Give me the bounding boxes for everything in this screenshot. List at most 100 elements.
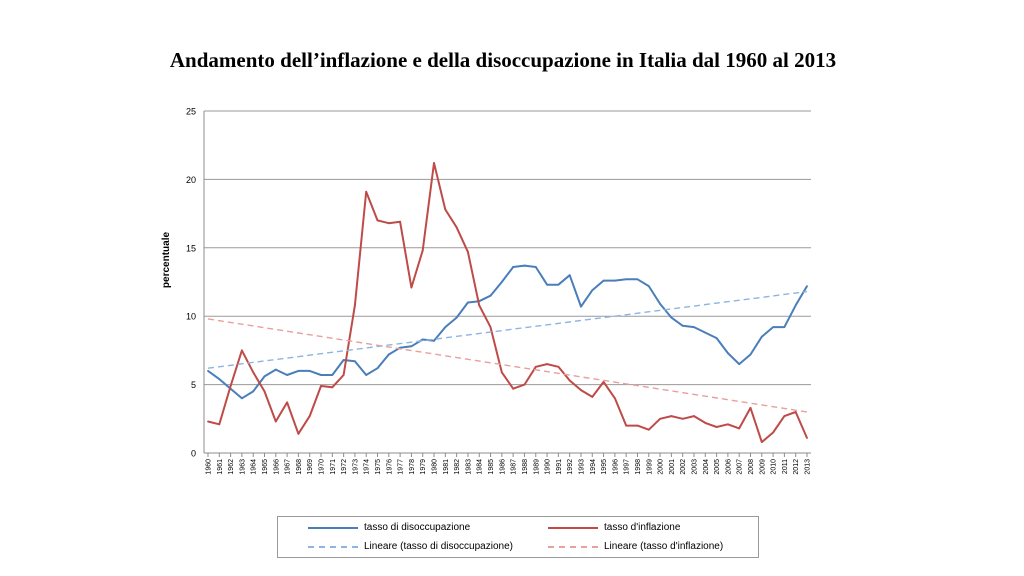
legend-label: tasso di disoccupazione (364, 522, 471, 533)
data-point (783, 415, 786, 417)
data-point (738, 427, 741, 430)
x-tick-label: 1985 (488, 459, 495, 475)
data-point (331, 386, 334, 389)
x-tick-label: 1992 (567, 459, 574, 475)
data-point (534, 365, 537, 368)
legend-item-lineare-disoccupazione: Lineare (tasso di disoccupazione) (308, 541, 513, 552)
data-point (670, 415, 673, 417)
data-point (455, 226, 458, 229)
data-point (376, 367, 379, 370)
x-tick-label: 2006 (725, 459, 732, 475)
x-tick-label: 1980 (432, 459, 439, 475)
x-tick-label: 1989 (533, 459, 540, 475)
data-point (659, 417, 661, 420)
data-point (252, 390, 255, 393)
data-point (218, 423, 221, 426)
data-point (715, 337, 718, 339)
legend-label: Lineare (tasso d'inflazione) (604, 541, 724, 552)
x-tick-label: 1969 (307, 459, 314, 475)
legend-swatch (548, 545, 598, 548)
x-tick-label: 1999 (646, 459, 653, 475)
x-tick-label: 1979 (420, 459, 427, 475)
data-point (794, 411, 797, 413)
x-tick-label: 1964 (251, 459, 258, 475)
y-axis-label: percentuale (161, 231, 172, 288)
data-point (704, 422, 707, 424)
x-tick-label: 1975 (375, 459, 382, 475)
data-point (229, 385, 232, 387)
data-point (602, 279, 605, 282)
data-point (568, 274, 571, 277)
data-point (433, 162, 435, 164)
data-point (489, 294, 492, 297)
data-point (342, 374, 345, 376)
x-tick-label: 1966 (273, 459, 280, 475)
data-point (433, 339, 435, 342)
legend-label: Lineare (tasso di disoccupazione) (364, 541, 513, 552)
data-point (410, 345, 413, 348)
x-tick-label: 1981 (443, 459, 450, 475)
data-point (726, 352, 729, 355)
x-tick-label: 1988 (522, 459, 529, 475)
x-tick-label: 1967 (285, 459, 292, 475)
y-tick-label: 15 (186, 243, 196, 253)
data-point (625, 424, 628, 427)
data-point (489, 326, 492, 329)
data-point (263, 375, 266, 378)
data-point (591, 396, 594, 398)
data-point (512, 387, 515, 390)
data-point (467, 301, 469, 304)
x-tick-label: 1962 (228, 459, 235, 475)
x-tick-label: 2000 (658, 459, 665, 475)
data-point (410, 286, 413, 289)
data-point (636, 278, 639, 281)
data-point (602, 380, 605, 383)
data-point (354, 360, 356, 363)
x-tick-label: 2005 (714, 459, 721, 475)
data-point (421, 338, 424, 341)
data-point (207, 420, 209, 423)
data-point (421, 249, 424, 252)
data-point (704, 331, 707, 334)
x-tick-label: 1972 (341, 459, 348, 475)
legend-swatch (308, 545, 358, 548)
data-point (760, 441, 763, 443)
data-point (806, 437, 808, 439)
data-point (693, 326, 695, 329)
series-1-line (207, 162, 808, 444)
x-tick-label: 1968 (296, 459, 303, 475)
data-point (365, 374, 368, 376)
data-point (625, 278, 628, 281)
x-tick-label: 1982 (454, 459, 461, 475)
x-tick-label: 1990 (545, 459, 552, 475)
x-tick-label: 1996 (612, 459, 619, 475)
data-point (297, 370, 300, 372)
data-point (308, 370, 311, 372)
data-point (738, 363, 741, 365)
x-tick-label: 1977 (398, 459, 405, 475)
trendline-2 (207, 290, 808, 369)
x-tick-label: 1971 (330, 459, 337, 475)
data-point (376, 219, 379, 222)
data-point (286, 374, 289, 376)
data-point (354, 304, 356, 307)
data-point (693, 415, 695, 417)
x-tick-label: 1997 (624, 459, 631, 475)
line-chart: 0 5 10 15 20 25 1960 1961 1962 1963 1964 1965 1966 19… (161, 107, 812, 475)
data-point (647, 428, 650, 431)
data-point (297, 432, 300, 435)
data-point (557, 365, 560, 368)
data-point (546, 363, 548, 365)
data-point (546, 283, 548, 286)
data-point (455, 316, 458, 319)
x-tick-label: 1970 (319, 459, 326, 475)
data-point (478, 304, 481, 307)
x-tick-label: 2009 (759, 459, 766, 475)
data-point (467, 251, 469, 253)
x-tick-label: 1965 (262, 459, 269, 475)
legend-item-lineare-inflazione: Lineare (tasso d'inflazione) (548, 541, 723, 552)
x-tick-label: 1978 (409, 459, 416, 475)
x-tick-label: 2003 (691, 459, 698, 475)
data-point (207, 370, 209, 372)
x-tick-label: 2008 (748, 459, 755, 475)
